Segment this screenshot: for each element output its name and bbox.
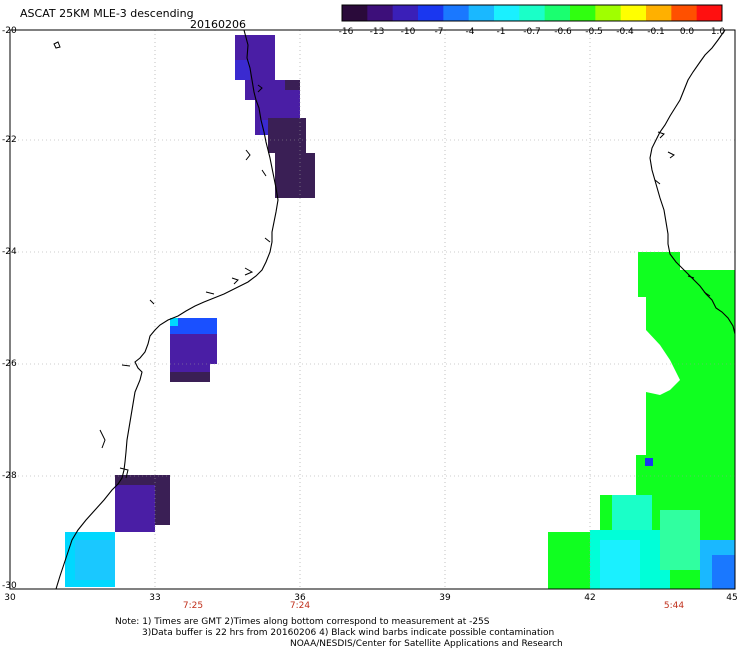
swath-block (115, 485, 155, 532)
lon-label: 42 (584, 593, 596, 603)
colorbar-segment (570, 5, 596, 21)
coastline-africa (55, 29, 279, 590)
colorbar-segment (443, 5, 470, 21)
coastline-africa-bays (99, 84, 271, 479)
swath-block (260, 120, 270, 135)
colorbar-tick-label: -0.7 (523, 27, 541, 37)
swath-block (170, 334, 217, 364)
colorbar-tick-label: 1.0 (710, 27, 726, 37)
colorbar-segment (696, 5, 723, 21)
coastline-madagascar (649, 29, 736, 335)
colorbar-segment (494, 5, 520, 21)
colorbar-tick-label: 0.0 (679, 27, 695, 37)
product-date: 20160206 (190, 18, 246, 31)
map-frame (9, 29, 736, 590)
lon-label: 45 (726, 593, 738, 603)
colorbar-segment (646, 5, 672, 21)
colorbar-segment (671, 5, 698, 21)
swath-block (285, 80, 300, 90)
footnote-line: 3)Data buffer is 22 hrs from 20160206 4)… (142, 628, 555, 638)
product-title: ASCAT 25KM MLE-3 descending (20, 7, 194, 20)
lat-label: -24 (2, 247, 17, 257)
swath-block (268, 118, 306, 153)
footnote-line: NOAA/NESDIS/Center for Satellite Applica… (290, 639, 563, 649)
footnote-line: Note: 1) Times are GMT 2)Times along bot… (115, 617, 490, 627)
lon-label: 30 (4, 593, 16, 603)
colorbar-tick-label: -7 (434, 27, 444, 37)
colorbar-tick-label: -0.4 (616, 27, 634, 37)
colorbar-segment (418, 5, 444, 21)
lat-label: -22 (2, 135, 17, 145)
lon-label: 36 (294, 593, 306, 603)
colorbar-tick-label: -13 (369, 27, 385, 37)
coastline-islands (53, 41, 61, 49)
colorbar-segment (544, 5, 571, 21)
pass-time-label: 7:25 (182, 601, 204, 611)
swath-block (170, 372, 210, 382)
swath-block (75, 540, 115, 580)
colorbar-segment (519, 5, 546, 21)
swath-block (170, 318, 217, 336)
colorbar-tick-label: -16 (338, 27, 354, 37)
pass-time-label: 5:44 (663, 601, 685, 611)
colorbar-segment (367, 5, 394, 21)
colorbar-tick-label: -0.1 (647, 27, 665, 37)
wind-swath-pixels (65, 35, 735, 589)
swath-block (275, 153, 315, 198)
pass-time-label: 7:24 (289, 601, 311, 611)
coastline-madagascar-detail (654, 131, 711, 297)
swath-block (235, 60, 250, 80)
lat-label: -30 (2, 581, 17, 591)
colorbar-tick-label: -1 (496, 27, 506, 37)
colorbar-segment (595, 5, 622, 21)
colorbar-segment (620, 5, 647, 21)
swath-block (712, 555, 735, 589)
swath-block (660, 510, 700, 570)
colorbar-segment (392, 5, 419, 21)
swath-block (645, 458, 653, 466)
colorbar-tick-label: -10 (400, 27, 416, 37)
colorbar-tick-label: -0.6 (554, 27, 572, 37)
colorbar-tick-label: -0.5 (585, 27, 603, 37)
lat-label: -28 (2, 471, 17, 481)
colorbar-segment (342, 5, 368, 21)
swath-block (600, 540, 640, 589)
lat-label: -26 (2, 359, 17, 369)
colorbar-tick-label: -4 (465, 27, 475, 37)
lon-label: 33 (149, 593, 161, 603)
colorbar-segment (468, 5, 495, 21)
colorbar (341, 4, 723, 22)
lat-label: -20 (2, 26, 17, 36)
swath-block (170, 318, 178, 326)
graticule (10, 30, 735, 589)
swath-block (646, 390, 735, 460)
lon-label: 39 (439, 593, 451, 603)
